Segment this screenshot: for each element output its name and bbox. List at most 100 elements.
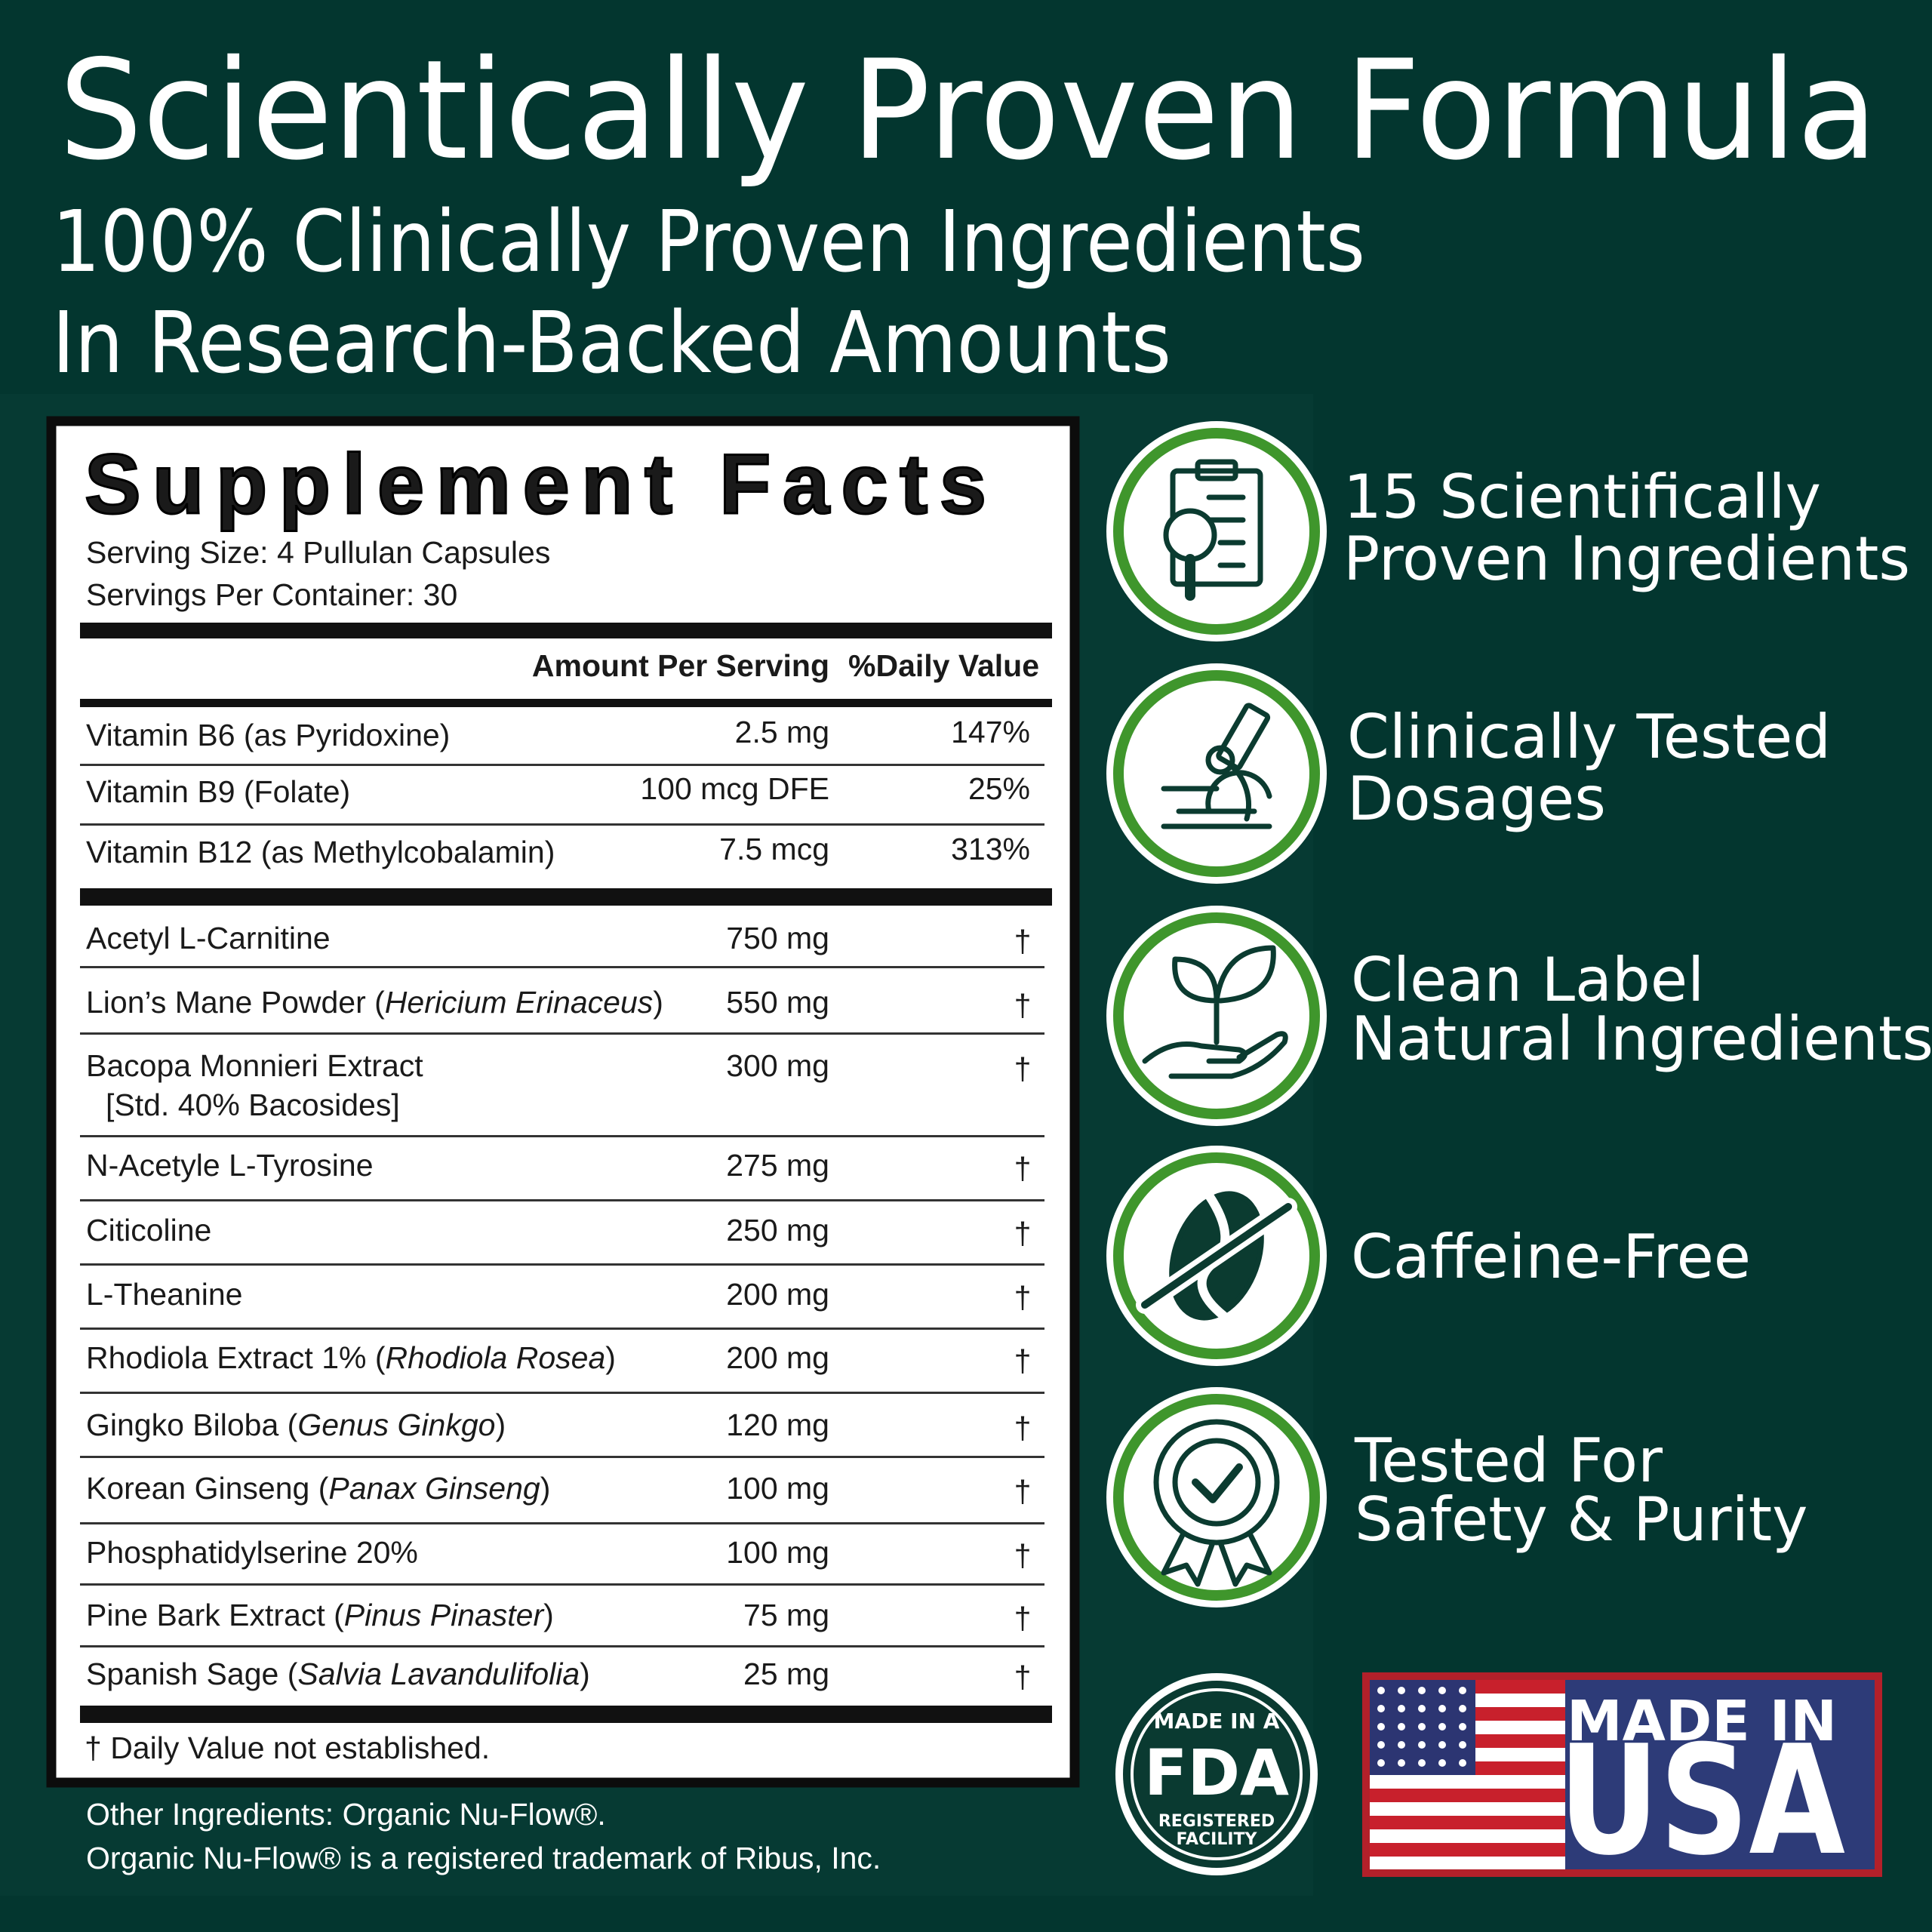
flag-star (1418, 1687, 1426, 1694)
rule-bar (80, 888, 1052, 906)
name-part: ) (580, 1657, 590, 1691)
serving-info: Servings Per Container: 30 (86, 577, 457, 612)
daily-value: † (1014, 988, 1032, 1023)
feature-ring (1113, 1394, 1320, 1601)
flag-star (1459, 1741, 1466, 1749)
serving-info: Serving Size: 4 Pullulan Capsules (86, 535, 550, 570)
icons (1136, 459, 1297, 1587)
daily-value: † (1014, 1051, 1032, 1086)
nutrient-amount: 7.5 mcg (719, 832, 829, 866)
column-header: %Daily Value (848, 648, 1039, 683)
name-part: ) (543, 1598, 554, 1632)
daily-value: † (1014, 1660, 1032, 1694)
rule-bar (80, 1706, 1052, 1723)
daily-value: 313% (951, 832, 1030, 866)
nutrient-amount: 2.5 mg (735, 715, 829, 749)
daily-value: 25% (968, 771, 1030, 806)
name-part: Phosphatidylserine 20% (86, 1535, 418, 1570)
daily-value: † (1014, 1216, 1032, 1251)
feature-text: 15 Scientifically (1343, 462, 1821, 532)
daily-value: † (1014, 1601, 1032, 1635)
ingredient-name: Spanish Sage (Salvia Lavandulifolia) (86, 1657, 590, 1691)
name-part: Gingko Biloba ( (86, 1407, 298, 1442)
name-part: Spanish Sage ( (86, 1657, 298, 1691)
name-part: Acetyl L-Carnitine (86, 921, 331, 955)
ingredient-subline: [Std. 40% Bacosides] (106, 1088, 400, 1122)
name-part: Lion’s Mane Powder ( (86, 985, 385, 1020)
ingredient-name: Gingko Biloba (Genus Ginkgo) (86, 1407, 506, 1442)
fda-text: MADE IN A (1154, 1709, 1280, 1734)
flag-stripe (1370, 1816, 1574, 1829)
ingredient-amount: 120 mg (726, 1407, 829, 1442)
fda-badge-ring (1131, 1688, 1303, 1860)
rule-line (80, 764, 1044, 766)
bean-icon (1136, 1191, 1297, 1321)
flag-stripe (1370, 1789, 1574, 1802)
name-part: ) (605, 1340, 616, 1375)
flag-star (1398, 1759, 1405, 1767)
rule-bar (80, 623, 1052, 638)
name-part: ) (540, 1471, 551, 1506)
daily-value: † (1014, 1280, 1032, 1315)
ingredient-amount: 550 mg (726, 985, 829, 1020)
name-part: Korean Ginseng ( (86, 1471, 329, 1506)
name-part: Panax Ginseng (328, 1471, 540, 1506)
ingredient-amount: 100 mg (726, 1535, 829, 1570)
flag-star (1459, 1705, 1466, 1712)
flag-star (1418, 1741, 1426, 1749)
daily-value: † (1014, 1411, 1032, 1445)
ingredient-name: N-Acetyle L-Tyrosine (86, 1148, 374, 1183)
subtitle: 100% Clinically Proven Ingredients (52, 193, 1365, 291)
rule-line (80, 1032, 1044, 1035)
flag-star (1398, 1705, 1405, 1712)
name-part: Pinus Pinaster (344, 1598, 546, 1632)
supplement-facts: Supplement Facts Serving Size: 4 Pullulan… (46, 416, 1080, 1788)
other-ingredients: Organic Nu-Flow® is a registered tradema… (86, 1841, 881, 1875)
flag-star (1438, 1705, 1446, 1712)
rule-line (80, 1583, 1044, 1586)
nutrient-name: Vitamin B6 (as Pyridoxine) (86, 718, 450, 752)
name-part: Bacopa Monnieri Extract (86, 1048, 423, 1083)
feature-text: Safety & Purity (1355, 1484, 1808, 1555)
name-part: Hericium Erinaceus (385, 985, 653, 1020)
ingredient-amount: 200 mg (726, 1340, 829, 1375)
name-part: Rhodiola Rosea (386, 1340, 606, 1375)
name-part: Citicoline (86, 1213, 211, 1247)
fda-text: REGISTERED (1158, 1812, 1275, 1831)
flag-star (1459, 1687, 1466, 1694)
rule-bar (80, 699, 1052, 707)
rule-line (80, 1263, 1044, 1266)
title: Scientically Proven Formula (59, 30, 1878, 190)
flag-star (1377, 1705, 1385, 1712)
ingredient-amount: 25 mg (743, 1657, 829, 1691)
microscope-icon (1161, 703, 1272, 829)
rule-line (80, 1327, 1044, 1330)
feature-text: Tested For (1354, 1426, 1663, 1496)
ingredient-name: Lion’s Mane Powder (Hericium Erinaceus) (86, 985, 663, 1020)
rule-line (80, 966, 1044, 968)
feature-text: Clinically Tested (1347, 702, 1831, 772)
nutrient-name: Vitamin B12 (as Methylcobalamin) (86, 835, 555, 869)
fda-text: FACILITY (1176, 1830, 1257, 1849)
rule-line (80, 823, 1044, 826)
ingredient-name: Citicoline (86, 1213, 211, 1247)
daily-value: † (1014, 1151, 1032, 1186)
column-header: Amount Per Serving (532, 648, 829, 683)
ingredient-amount: 200 mg (726, 1277, 829, 1312)
daily-value: 147% (951, 715, 1030, 749)
flag-star (1459, 1759, 1466, 1767)
name-part: L-Theanine (86, 1277, 242, 1312)
name-part: Salvia Lavandulifolia (297, 1657, 580, 1691)
daily-value: † (1014, 1474, 1032, 1509)
flag-star (1438, 1723, 1446, 1730)
fda-badge-inner (1123, 1681, 1310, 1868)
ingredient-amount: 100 mg (726, 1471, 829, 1506)
flag-star (1418, 1705, 1426, 1712)
label-title: Supplement Facts (85, 437, 986, 531)
feature-text: Caffeine-Free (1351, 1222, 1751, 1292)
footnote: † Daily Value not established. (85, 1730, 490, 1765)
ingredient-name: Bacopa Monnieri Extract (86, 1048, 423, 1083)
name-part: ) (495, 1407, 506, 1442)
flag-star (1459, 1723, 1466, 1730)
